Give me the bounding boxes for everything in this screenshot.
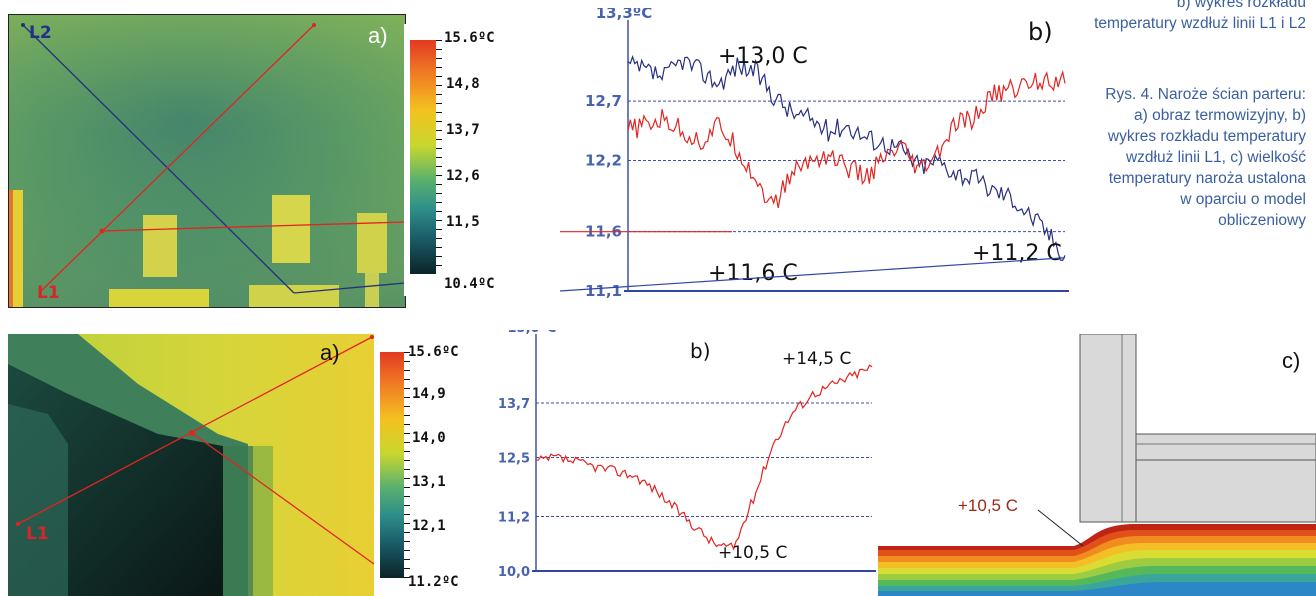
top-scale-bar <box>410 40 436 274</box>
bottom-scale-tick: 12,1 <box>412 518 446 534</box>
top-scale-min: 10.4ºC <box>444 276 495 292</box>
top-scale-tick: 12,6 <box>446 168 480 184</box>
top-scale-tick: 11,5 <box>446 214 480 230</box>
bottom-temperature-chart: 13,7 12,5 11,2 10,0 15,0ºC b) +14,5 C +10,5 C <box>498 330 876 580</box>
leader-line-l2 <box>560 257 1066 292</box>
bottom-panel-a-label: a) <box>320 340 340 365</box>
top-scale-tick: 14,8 <box>446 76 480 92</box>
top-scale-tick: 13,7 <box>446 122 480 138</box>
panel-label: b) <box>690 339 711 363</box>
y-tick-label: 12,7 <box>585 92 622 110</box>
bottom-color-scale: 15.6ºC 14,9 14,0 13,1 12,1 11.2ºC <box>374 334 478 596</box>
model-annotation: +10,5 C <box>958 496 1019 515</box>
bottom-thermogram: L1 a) <box>8 334 374 596</box>
annotation-min: +10,5 C <box>718 543 787 563</box>
bottom-thermogram-image <box>8 334 374 596</box>
y-tick-label: 13,7 <box>498 397 530 412</box>
annotation-max: +14,5 C <box>782 349 851 369</box>
model-panel-c-label: c) <box>1282 348 1301 373</box>
annotation-max: +13,0 C <box>718 44 808 69</box>
series-line-l1 <box>627 69 1066 209</box>
bottom-scale-tick: 14,0 <box>412 430 446 446</box>
top-panel-a-label: a) <box>368 23 388 48</box>
series-line-l2 <box>627 54 1066 262</box>
y-tick-label: 12,5 <box>498 452 530 467</box>
bottom-scale-max: 15.6ºC <box>408 344 459 360</box>
y-top-label: 13,3ºC <box>596 8 652 22</box>
y-tick-label: 11,2 <box>498 511 530 526</box>
model-panel: +10,5 C c) <box>878 334 1316 596</box>
top-thermogram: L2 L1 a) <box>8 14 406 308</box>
top-thermogram-image <box>9 15 405 307</box>
bottom-line-l1-label: L1 <box>26 524 49 544</box>
bottom-scale-ticks <box>404 352 410 578</box>
annotation-min: +11,2 C <box>972 241 1062 266</box>
y-tick-label: 12,2 <box>585 152 622 170</box>
top-color-scale: 15.6ºC 14,8 13,7 12,6 11,5 10.4ºC <box>404 24 508 296</box>
bottom-scale-bar <box>380 352 404 578</box>
annotation-mid: +11,6 C <box>708 261 798 286</box>
top-scale-max: 15.6ºC <box>444 30 495 46</box>
line-l2-label: L2 <box>29 23 52 43</box>
y-top-label: 15,0ºC <box>508 330 557 336</box>
panel-label: b) <box>1028 18 1053 46</box>
series-line-l1 <box>535 364 873 551</box>
y-tick-label: 10,0 <box>498 565 530 580</box>
caption-top: b) wykres rozkładu temperatury wzdłuż li… <box>1094 0 1306 32</box>
bottom-scale-min: 11.2ºC <box>408 574 459 590</box>
bottom-scale-tick: 14,9 <box>412 386 446 402</box>
model-image <box>878 334 1316 596</box>
caption-figure: Rys. 4. Naroże ścian parteru: a) obraz t… <box>1105 86 1306 229</box>
top-scale-ticks <box>436 40 442 274</box>
y-tick-label: 11,1 <box>585 282 622 300</box>
line-l1-label: L1 <box>37 283 60 303</box>
bottom-scale-tick: 13,1 <box>412 474 446 490</box>
